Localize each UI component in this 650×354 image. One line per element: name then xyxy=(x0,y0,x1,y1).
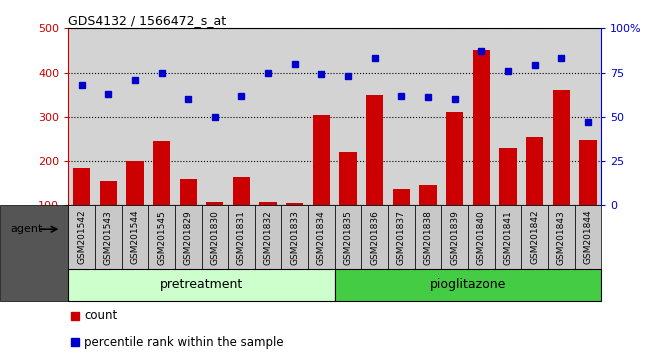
Bar xyxy=(313,115,330,250)
FancyBboxPatch shape xyxy=(281,205,308,269)
FancyBboxPatch shape xyxy=(441,205,468,269)
FancyBboxPatch shape xyxy=(0,205,68,301)
Text: GSM201834: GSM201834 xyxy=(317,210,326,264)
Bar xyxy=(526,137,543,250)
Text: agent: agent xyxy=(10,224,43,234)
FancyBboxPatch shape xyxy=(308,205,335,269)
FancyBboxPatch shape xyxy=(521,205,548,269)
FancyBboxPatch shape xyxy=(361,205,388,269)
FancyBboxPatch shape xyxy=(575,205,601,269)
Bar xyxy=(233,177,250,250)
Text: GSM201844: GSM201844 xyxy=(584,210,592,264)
Text: GSM201832: GSM201832 xyxy=(264,210,272,264)
Bar xyxy=(419,185,437,250)
Text: count: count xyxy=(84,309,118,322)
Bar xyxy=(179,179,197,250)
Bar xyxy=(473,51,490,250)
Bar xyxy=(206,202,224,250)
Text: GSM201831: GSM201831 xyxy=(237,210,246,265)
Bar xyxy=(339,152,357,250)
Bar xyxy=(552,90,570,250)
FancyBboxPatch shape xyxy=(175,205,202,269)
Bar xyxy=(259,202,277,250)
Text: GDS4132 / 1566472_s_at: GDS4132 / 1566472_s_at xyxy=(68,14,226,27)
Text: GSM201833: GSM201833 xyxy=(291,210,299,265)
Bar xyxy=(393,188,410,250)
Bar xyxy=(579,140,597,250)
Text: GSM201544: GSM201544 xyxy=(131,210,139,264)
Text: GSM201545: GSM201545 xyxy=(157,210,166,264)
FancyBboxPatch shape xyxy=(122,205,148,269)
Text: GSM201836: GSM201836 xyxy=(370,210,379,265)
Text: GSM201829: GSM201829 xyxy=(184,210,192,264)
FancyBboxPatch shape xyxy=(228,205,255,269)
FancyBboxPatch shape xyxy=(148,205,175,269)
Bar xyxy=(99,181,117,250)
FancyBboxPatch shape xyxy=(468,205,495,269)
Text: GSM201835: GSM201835 xyxy=(344,210,352,265)
Text: pioglitazone: pioglitazone xyxy=(430,279,506,291)
Bar xyxy=(153,141,170,250)
Text: GSM201830: GSM201830 xyxy=(211,210,219,265)
Bar xyxy=(446,113,463,250)
Text: GSM201841: GSM201841 xyxy=(504,210,512,264)
FancyBboxPatch shape xyxy=(335,269,601,301)
Text: GSM201837: GSM201837 xyxy=(397,210,406,265)
Text: GSM201542: GSM201542 xyxy=(77,210,86,264)
Text: pretreatment: pretreatment xyxy=(160,279,243,291)
Bar xyxy=(73,168,90,250)
Bar xyxy=(366,95,384,250)
Text: GSM201843: GSM201843 xyxy=(557,210,566,264)
Text: percentile rank within the sample: percentile rank within the sample xyxy=(84,336,284,349)
Bar xyxy=(499,148,517,250)
Bar xyxy=(286,203,304,250)
FancyBboxPatch shape xyxy=(95,205,122,269)
FancyBboxPatch shape xyxy=(388,205,415,269)
FancyBboxPatch shape xyxy=(548,205,575,269)
Text: GSM201839: GSM201839 xyxy=(450,210,459,265)
FancyBboxPatch shape xyxy=(68,205,95,269)
Bar xyxy=(126,161,144,250)
FancyBboxPatch shape xyxy=(255,205,281,269)
Text: GSM201842: GSM201842 xyxy=(530,210,539,264)
Text: GSM201543: GSM201543 xyxy=(104,210,112,264)
Text: GSM201840: GSM201840 xyxy=(477,210,486,264)
FancyBboxPatch shape xyxy=(68,269,335,301)
FancyBboxPatch shape xyxy=(495,205,521,269)
FancyBboxPatch shape xyxy=(335,205,361,269)
FancyBboxPatch shape xyxy=(415,205,441,269)
Text: GSM201838: GSM201838 xyxy=(424,210,432,265)
FancyBboxPatch shape xyxy=(202,205,228,269)
